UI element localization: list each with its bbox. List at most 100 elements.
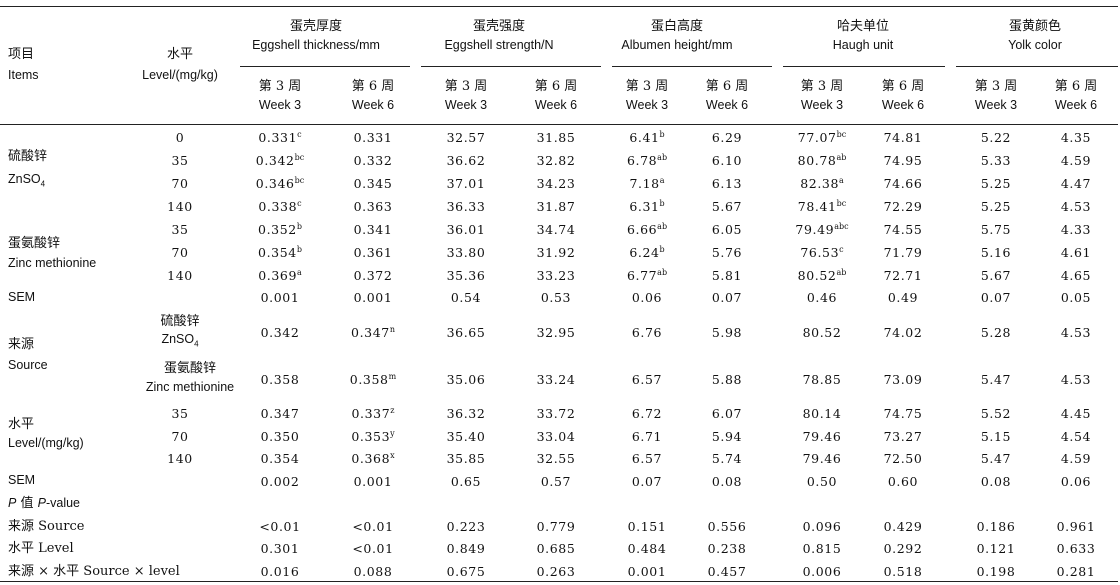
value-cell: 0.457 — [707, 564, 747, 579]
value-cell: 4.35 — [1060, 130, 1092, 145]
value-cell: 79.46 — [802, 451, 842, 466]
value-cell: 35.06 — [446, 372, 486, 387]
significance-letter: a — [297, 268, 302, 277]
value-cell: 0.65 — [450, 474, 482, 489]
value-cell: 0.001 — [260, 290, 300, 305]
group-label-znso4-zh: 硫酸锌 — [8, 149, 48, 164]
value-cell: 0.685 — [536, 541, 576, 556]
value-cell: 0.363 — [353, 199, 393, 214]
value-cell: 0.675 — [446, 564, 486, 579]
value-cell: 4.53 — [1060, 372, 1092, 387]
value-cell: 4.61 — [1060, 245, 1092, 260]
level-cell: 35 — [171, 153, 189, 168]
value-cell: 0.05 — [1060, 290, 1092, 305]
value-cell: 6.41b — [629, 130, 665, 145]
value-cell: 0.331 — [353, 130, 393, 145]
level-cell: 35 — [171, 406, 189, 421]
significance-letter: m — [388, 372, 397, 381]
value-cell: 6.24b — [629, 245, 665, 260]
value-cell: 36.65 — [446, 325, 486, 340]
group-title-en: Eggshell strength/N — [444, 38, 554, 52]
week6-header-en: Week 6 — [705, 98, 749, 112]
value-cell: 5.94 — [711, 429, 743, 444]
value-cell: 0.223 — [446, 519, 486, 534]
value-cell: 0.121 — [976, 541, 1016, 556]
value-cell: 0.338c — [258, 199, 302, 214]
group-title-zh: 哈夫单位 — [836, 19, 890, 34]
value-cell: 0.46 — [806, 290, 838, 305]
value-cell: 32.57 — [446, 130, 486, 145]
week3-header-zh: 第 3 周 — [800, 79, 844, 94]
value-cell: 80.14 — [802, 406, 842, 421]
week3-header-zh: 第 3 周 — [444, 79, 488, 94]
value-cell: 0.54 — [450, 290, 482, 305]
significance-letter: bc — [836, 130, 847, 139]
value-cell: <0.01 — [259, 519, 301, 534]
value-cell: 4.33 — [1060, 222, 1092, 237]
value-cell: 0.016 — [260, 564, 300, 579]
value-cell: 0.341 — [353, 222, 393, 237]
source-znso4-en: ZnSO4 — [161, 332, 199, 349]
value-cell: 0.429 — [883, 519, 923, 534]
level-cell: 0 — [175, 130, 185, 145]
value-cell: 33.72 — [536, 406, 576, 421]
value-cell: 4.54 — [1060, 429, 1092, 444]
value-cell: 36.33 — [446, 199, 486, 214]
bottom-rule — [0, 581, 1118, 582]
value-cell: 5.75 — [980, 222, 1012, 237]
value-cell: 0.088 — [353, 564, 393, 579]
value-cell: 5.67 — [980, 268, 1012, 283]
group-label-znso4-en: ZnSO4 — [8, 172, 46, 189]
value-cell: 35.40 — [446, 429, 486, 444]
level-cell: 70 — [171, 245, 189, 260]
value-cell: 6.72 — [631, 406, 663, 421]
week3-header-en: Week 3 — [974, 98, 1018, 112]
value-cell: 0.372 — [353, 268, 393, 283]
value-cell: 5.15 — [980, 429, 1012, 444]
significance-letter: a — [839, 176, 844, 185]
value-cell: 0.332 — [353, 153, 393, 168]
value-cell: 0.08 — [711, 474, 743, 489]
value-cell: 6.77ab — [626, 268, 668, 283]
value-cell: 5.47 — [980, 451, 1012, 466]
value-cell: 6.57 — [631, 451, 663, 466]
value-cell: 74.95 — [883, 153, 923, 168]
value-cell: 0.60 — [887, 474, 919, 489]
significance-letter: b — [659, 199, 665, 208]
value-cell: 74.66 — [883, 176, 923, 191]
value-cell: 6.10 — [711, 153, 743, 168]
value-cell: 0.238 — [707, 541, 747, 556]
significance-letter: ab — [657, 153, 668, 162]
week6-header-zh: 第 6 周 — [534, 79, 578, 94]
value-cell: <0.01 — [352, 541, 394, 556]
week6-header-zh: 第 6 周 — [705, 79, 749, 94]
value-cell: 6.78ab — [626, 153, 668, 168]
row-label-pvalue: P 值 P-value — [8, 496, 80, 511]
value-cell: 0.346bc — [255, 176, 305, 191]
value-cell: 78.85 — [802, 372, 842, 387]
significance-letter: x — [390, 451, 395, 460]
value-cell: 31.92 — [536, 245, 576, 260]
significance-letter: ab — [836, 268, 847, 277]
significance-letter: bc — [836, 199, 847, 208]
week3-header-zh: 第 3 周 — [974, 79, 1018, 94]
week3-header-en: Week 3 — [625, 98, 669, 112]
group-label-level-en: Level/(mg/kg) — [8, 436, 84, 450]
row-label-p-level: 水平 Level — [8, 541, 74, 556]
value-cell: 0.002 — [260, 474, 300, 489]
value-cell: 0.556 — [707, 519, 747, 534]
value-cell: 0.354 — [260, 451, 300, 466]
value-cell: 0.08 — [980, 474, 1012, 489]
significance-letter: bc — [294, 176, 305, 185]
value-cell: 0.347 — [260, 406, 300, 421]
significance-letter: c — [839, 245, 844, 254]
significance-letter: a — [659, 176, 665, 185]
value-cell: 80.78ab — [797, 153, 847, 168]
value-cell: 34.74 — [536, 222, 576, 237]
value-cell: 0.342 — [260, 325, 300, 340]
value-cell: 4.59 — [1060, 153, 1092, 168]
value-cell: 0.006 — [802, 564, 842, 579]
group-rule-1 — [240, 66, 410, 67]
value-cell: 0.352b — [258, 222, 302, 237]
